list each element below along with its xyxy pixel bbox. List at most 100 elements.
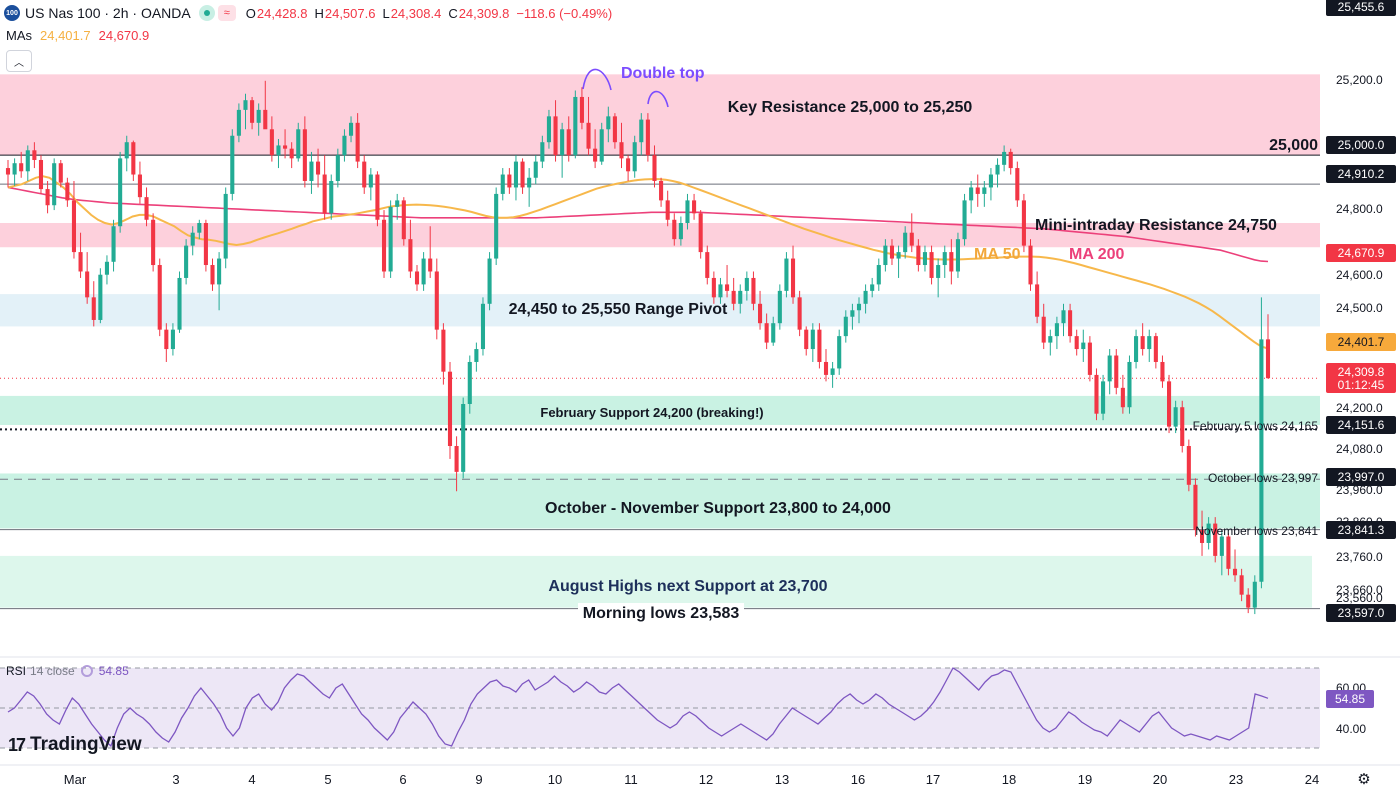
candle [1173, 400, 1178, 434]
candle-body [157, 265, 162, 330]
candle [1015, 161, 1020, 207]
candle [65, 177, 70, 207]
close-label: C [448, 5, 458, 21]
rsi-line [7, 667, 1269, 748]
candle-body [1160, 361, 1165, 382]
candle [540, 135, 545, 169]
candle-body [1127, 361, 1132, 408]
candle [856, 297, 862, 324]
candle [197, 219, 202, 240]
candle [738, 284, 743, 314]
price-tick: 24,200.0 [1336, 401, 1383, 415]
candle [1213, 517, 1218, 563]
candle-body [936, 265, 941, 278]
price-tag-bg [1326, 0, 1396, 16]
candle-body [65, 182, 70, 201]
candle [777, 284, 782, 330]
candle [579, 87, 584, 130]
candle-body [1101, 381, 1106, 414]
candle [1002, 145, 1007, 172]
candle-body [1239, 575, 1244, 595]
ma50-line [7, 175, 1269, 350]
candle-body [170, 329, 175, 350]
candle [909, 213, 914, 253]
candle [144, 187, 149, 227]
zone-range-pivot [0, 294, 1320, 327]
candle [790, 245, 796, 304]
candle-body [236, 109, 241, 136]
candle [454, 436, 459, 492]
collapse-legend-button[interactable]: ︿ [6, 50, 32, 72]
candle [659, 177, 664, 207]
candle-body [197, 223, 202, 233]
symbol-logo-icon[interactable]: 100 [4, 5, 20, 21]
candle-body [949, 252, 954, 272]
candle-body [85, 271, 90, 298]
candle-body [804, 329, 809, 350]
candle [962, 193, 967, 246]
tradingview-logo[interactable]: 17 TradingView [8, 734, 142, 756]
candle-body [38, 159, 44, 190]
candle [118, 151, 123, 233]
rsi-tag-text: 54.85 [1335, 692, 1365, 706]
ma200-value: 24,670.9 [98, 28, 150, 43]
candle-body [942, 252, 947, 266]
candle-body [408, 239, 413, 272]
candle [929, 245, 934, 285]
candle-body [579, 96, 584, 123]
candle-body [725, 284, 730, 291]
candle-body [566, 129, 571, 156]
candle-body [223, 193, 228, 259]
data-mode-icon[interactable]: ≈ [217, 5, 236, 21]
symbol-title[interactable]: US Nas 100 · 2h · OANDA [25, 5, 191, 21]
candle-body [461, 403, 466, 472]
candle [553, 100, 558, 162]
price-tag-text: 23,841.3 [1338, 523, 1385, 537]
candle [573, 90, 578, 159]
mas-label[interactable]: MAs [6, 28, 32, 43]
candle-body [546, 116, 551, 143]
price-tag-text: 25,000.0 [1338, 138, 1385, 152]
gear-icon[interactable]: ⚙ [1357, 771, 1371, 788]
candle [1094, 368, 1099, 421]
candle [276, 138, 281, 169]
candle-body [850, 310, 855, 317]
change-value: −118.6 (−0.49%) [516, 5, 613, 21]
candle [797, 290, 802, 337]
morning-lows-label-bg [578, 603, 744, 623]
candle-body [995, 164, 1000, 175]
candle [12, 158, 17, 186]
candle [1008, 148, 1013, 175]
candle-body [177, 277, 182, 330]
candle-body [414, 271, 420, 285]
candle [151, 213, 156, 272]
candle [843, 310, 848, 343]
price-tick: 23,960.0 [1336, 483, 1383, 497]
candle-body [1074, 336, 1079, 350]
market-open-icon[interactable] [198, 5, 215, 21]
candle-body [500, 174, 505, 194]
candle-body [78, 252, 83, 272]
candle-body [58, 163, 63, 183]
candle-body [903, 232, 908, 253]
candle [223, 187, 228, 269]
candle [988, 168, 993, 201]
rsi-label[interactable]: RSI [6, 664, 27, 678]
candle [560, 122, 565, 178]
candle-body [507, 174, 512, 188]
rsi-settings-icon[interactable] [80, 665, 93, 677]
candle [916, 239, 921, 272]
candle [823, 349, 829, 382]
candle [1107, 349, 1112, 395]
candle-body [520, 161, 525, 188]
candle [25, 145, 30, 181]
candle [612, 113, 617, 149]
candle [230, 129, 235, 201]
candle-body [1134, 336, 1139, 362]
candle [520, 158, 525, 194]
candle [942, 245, 947, 278]
candle-body [540, 142, 545, 162]
candle-body [217, 258, 222, 285]
time-label: 16 [851, 772, 865, 787]
